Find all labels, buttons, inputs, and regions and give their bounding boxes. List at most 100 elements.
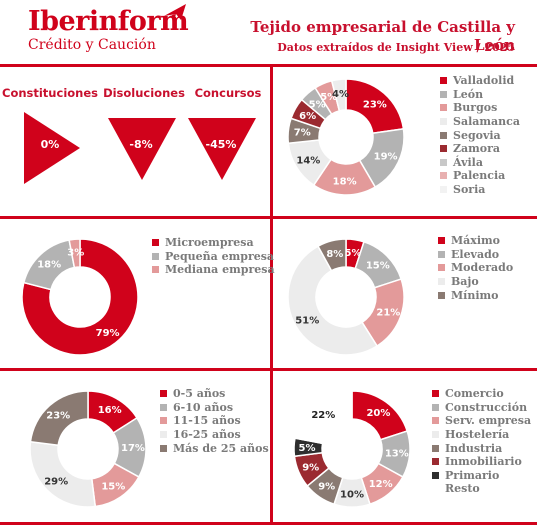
slice-16-25-anos — [29, 440, 97, 508]
legend-label: Salamanca — [453, 115, 520, 129]
legend-label: Más de 25 años — [173, 441, 269, 455]
legend-label: Bajo — [451, 275, 479, 289]
slice-label-maximo: 5% — [345, 248, 362, 259]
legend-swatch — [440, 131, 447, 139]
slice-label-6-10-anos: 17% — [121, 443, 145, 454]
legend-label: Mínimo — [451, 288, 499, 302]
logo-wordmark: Iberinform — [28, 6, 189, 37]
slice-label-soria: 4% — [332, 89, 349, 100]
slice-label-serv-empresa: 12% — [369, 479, 393, 490]
legend-swatch — [438, 264, 445, 272]
donut-antiguedad: 16% 17% 15% 29% 23% — [29, 390, 147, 508]
slice-label-mas-de-25-anos: 23% — [46, 411, 70, 422]
slice-label-comercio: 20% — [366, 408, 390, 419]
slice-resto — [294, 390, 353, 445]
legend-swatch — [152, 239, 159, 247]
legend-label: Microempresa — [165, 236, 254, 250]
legend-label: 16-25 años — [173, 428, 241, 442]
legend-item-moderado: Moderado — [438, 261, 513, 275]
legend-label: Comercio — [445, 387, 504, 401]
legend-item-palencia: Palencia — [440, 169, 520, 183]
legend-provincias: Valladolid León Burgos Salamanca Segovia Zamo… — [440, 74, 520, 196]
slice-label-elevado: 15% — [366, 261, 390, 272]
slice-label-pequena-empresa: 18% — [37, 260, 61, 271]
legend-swatch — [438, 291, 445, 299]
donut-sector: 20% 13% 12% 10% 9% 9% 5% 22% — [293, 390, 411, 508]
legend-item-minimo: Mínimo — [438, 288, 513, 302]
legend-label: Mediana empresa — [165, 263, 275, 277]
logo-tagline: Crédito y Caución — [28, 37, 156, 53]
legend-item-mas-de-25-anos: Más de 25 años — [160, 441, 269, 455]
legend-item-11-15-anos: 11-15 años — [160, 414, 269, 428]
legend-item-burgos: Burgos — [440, 101, 520, 115]
legend-label: Industria — [445, 441, 503, 455]
legend-item-avila: Ávila — [440, 156, 520, 170]
legend-label: León — [453, 87, 484, 101]
slice-label-construccion: 13% — [385, 449, 409, 460]
legend-item-elevado: Elevado — [438, 248, 513, 262]
slice-label-16-25-anos: 29% — [44, 476, 68, 487]
legend-item-industria: Industria — [432, 441, 531, 455]
slice-label-0-5-anos: 16% — [98, 405, 122, 416]
legend-riesgo: Máximo Elevado Moderado Bajo Mínimo — [438, 234, 513, 302]
legend-item-mediana-empresa: Mediana empresa — [152, 263, 275, 277]
legend-item-construccion: Construcción — [432, 401, 531, 415]
legend-item-resto: Resto — [432, 482, 531, 496]
slice-label-hosteleria: 10% — [340, 490, 364, 501]
legend-label: Serv. empresa — [445, 414, 532, 428]
slice-mediana-empresa — [68, 238, 81, 269]
legend-label: Segovia — [453, 128, 501, 142]
legend-item-comercio: Comercio — [432, 387, 531, 401]
legend-label: Primario — [445, 468, 500, 482]
legend-swatch — [160, 444, 167, 452]
legend-swatch — [432, 444, 439, 452]
legend-label: Zamora — [453, 142, 501, 156]
legend-swatch — [440, 118, 447, 126]
donut-provincias: 23%19%18%14%7%6%5%5%4% — [287, 78, 405, 196]
legend-item-salamanca: Salamanca — [440, 115, 520, 129]
slice-label-mediana-empresa: 3% — [67, 248, 84, 259]
slice-label-industria: 9% — [318, 482, 335, 493]
kpi-triangle-down-disoluciones — [108, 118, 176, 180]
legend-sector: Comercio Construcción Serv. empresa Hostele… — [432, 387, 531, 496]
legend-label: 0-5 años — [173, 387, 226, 401]
slice-label-bajo: 51% — [295, 315, 319, 326]
slice-valladolid — [345, 78, 405, 135]
legend-label: Inmobiliario — [445, 455, 522, 469]
legend-swatch — [440, 90, 447, 98]
legend-antiguedad: 0-5 años 6-10 años 11-15 años 16-25 años Más… — [160, 387, 269, 455]
legend-item-soria: Soria — [440, 183, 520, 197]
legend-item-leon: León — [440, 88, 520, 102]
slice-label-avila: 5% — [309, 99, 326, 110]
legend-item-0-5-anos: 0-5 años — [160, 387, 269, 401]
legend-swatch — [438, 278, 445, 286]
divider-row-2 — [0, 368, 537, 371]
legend-item-inmobiliario: Inmobiliario — [432, 455, 531, 469]
legend-swatch — [440, 77, 447, 85]
kpi-label-concursos: Concursos — [194, 86, 262, 100]
legend-label: 11-15 años — [173, 414, 241, 428]
legend-item-16-25-anos: 16-25 años — [160, 428, 269, 442]
kpi-label-constituciones: Constituciones — [2, 86, 98, 100]
donut-riesgo: 5% 15% 21% 51% 8% — [287, 238, 405, 356]
legend-swatch — [432, 417, 439, 425]
legend-item-bajo: Bajo — [438, 275, 513, 289]
legend-swatch — [432, 431, 439, 439]
page-title: Tejido empresarial de Castilla y León — [250, 18, 515, 54]
slice-label-inmobiliario: 9% — [302, 462, 319, 473]
legend-item-maximo: Máximo — [438, 234, 513, 248]
legend-label: Resto — [445, 482, 480, 496]
legend-item-valladolid: Valladolid — [440, 74, 520, 88]
legend-item-serv-empresa: Serv. empresa — [432, 414, 531, 428]
legend-swatch — [432, 471, 439, 479]
legend-swatch — [160, 417, 167, 425]
slice-soria — [330, 78, 347, 112]
donut-tamano: 79% 18% 3% — [21, 238, 139, 356]
slice-label-salamanca: 14% — [296, 155, 320, 166]
legend-tamano: Microempresa Pequeña empresa Mediana empre… — [152, 236, 275, 277]
legend-swatch — [152, 252, 159, 260]
slice-label-palencia: 5% — [320, 92, 337, 103]
legend-label: Construcción — [445, 400, 528, 414]
legend-swatch — [440, 172, 447, 180]
slice-label-primario: 5% — [299, 443, 316, 454]
